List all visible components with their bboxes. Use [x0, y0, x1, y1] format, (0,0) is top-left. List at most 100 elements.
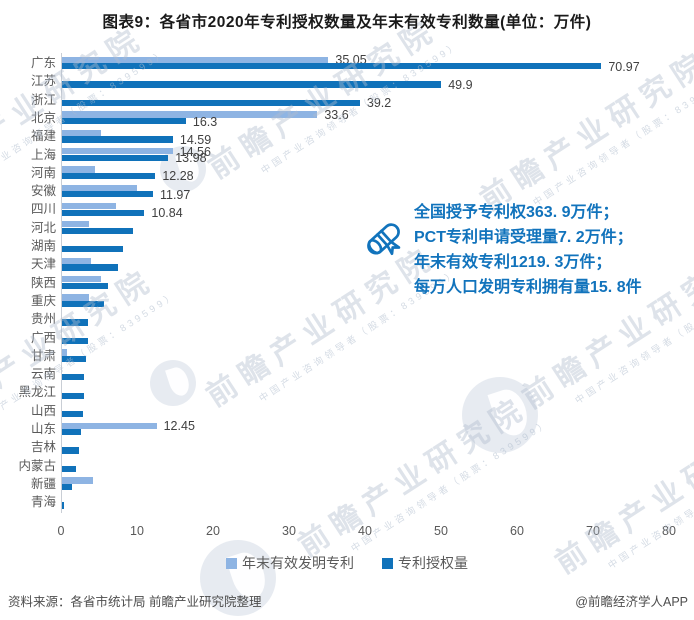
y-axis-label: 广西	[30, 330, 56, 345]
bar-granted-patents	[62, 99, 360, 106]
y-axis-label: 新疆	[30, 476, 56, 491]
bar-granted-patents	[62, 246, 123, 253]
x-axis-tick-label: 30	[282, 524, 296, 538]
bar-granted-patents	[62, 484, 72, 491]
credit-note: @前瞻经济学人APP	[575, 595, 688, 609]
legend-label: 年末有效发明专利	[242, 555, 354, 571]
y-axis-label: 四川	[30, 202, 56, 217]
y-axis-label: 山西	[30, 403, 56, 418]
bar-effective-patents	[62, 477, 94, 484]
bar-granted-patents	[62, 136, 173, 143]
bar-granted-patents	[62, 63, 602, 70]
y-axis-label: 河北	[30, 220, 56, 235]
annotation-line: PCT专利申请受理量7. 2万件；	[414, 229, 633, 246]
bar-value-label: 14.59	[179, 132, 212, 147]
y-axis-label: 内蒙古	[18, 458, 56, 473]
legend-swatch-dark-icon	[382, 557, 393, 569]
diploma-icon	[367, 223, 401, 256]
y-axis-line	[61, 53, 62, 513]
bar-granted-patents	[62, 154, 169, 161]
y-axis-label: 江苏	[30, 74, 56, 89]
bar-effective-patents	[62, 294, 89, 301]
y-axis-label: 浙江	[30, 92, 56, 107]
x-axis-tick-label: 0	[57, 524, 65, 538]
bar-effective-patents	[62, 184, 138, 191]
annotation-line: 全国授予专利权363. 9万件；	[414, 204, 619, 221]
bar-granted-patents	[62, 81, 442, 88]
y-axis-label: 安徽	[30, 184, 56, 199]
y-axis-label: 河南	[30, 165, 56, 180]
footer: 资料来源：各省市统计局 前瞻产业研究院整理 @前瞻经济学人APP	[8, 591, 688, 610]
x-axis-tick-label: 80	[662, 524, 676, 538]
y-axis-label: 甘肃	[30, 348, 56, 363]
bar-effective-patents	[62, 276, 101, 283]
bar-effective-patents	[62, 257, 91, 265]
legend-item-granted-patents: 专利授权量	[382, 553, 468, 573]
bar-value-label: 12.45	[163, 419, 195, 433]
bar-granted-patents	[62, 392, 85, 399]
y-axis-label: 上海	[30, 147, 56, 162]
y-axis-label: 吉林	[30, 440, 56, 455]
x-axis-tick-label: 40	[358, 524, 372, 538]
bar-effective-patents	[62, 202, 116, 210]
y-axis-label: 重庆	[30, 293, 56, 308]
y-axis-label: 天津	[30, 257, 56, 272]
bar-granted-patents	[62, 429, 81, 436]
bar-value-label: 10.84	[151, 206, 183, 220]
x-axis-tick-label: 60	[510, 524, 524, 538]
bar-granted-patents	[62, 264, 119, 271]
bar-value-label: 33.6	[324, 107, 349, 122]
legend-label: 专利授权量	[398, 555, 468, 571]
bar-effective-patents	[62, 349, 68, 356]
bar-value-label: 11.97	[159, 187, 191, 202]
bar-granted-patents	[62, 410, 84, 418]
bar-value-label: 12.28	[162, 169, 194, 184]
bar-effective-patents	[62, 129, 101, 136]
bar-effective-patents	[62, 221, 89, 228]
bar-granted-patents	[62, 172, 156, 180]
bar-value-label: 14.56	[179, 144, 211, 159]
bar-effective-patents	[62, 56, 329, 63]
y-axis-label: 黑龙江	[18, 385, 56, 400]
y-axis-label: 青海	[30, 495, 56, 510]
y-axis-label: 湖南	[30, 239, 56, 253]
source-note: 资料来源：各省市统计局 前瞻产业研究院整理	[8, 595, 262, 609]
bar-effective-patents	[62, 111, 318, 118]
y-axis-label: 陕西	[30, 275, 56, 290]
annotation-line: 每万人口发明专利拥有量15. 8件	[414, 279, 642, 296]
bar-granted-patents	[62, 374, 85, 381]
bar-effective-patents	[62, 148, 173, 155]
bar-granted-patents	[62, 301, 104, 308]
bar-granted-patents	[62, 502, 65, 509]
annotation-line: 年末有效专利1219. 3万件；	[414, 254, 612, 271]
bar-granted-patents	[62, 209, 145, 216]
y-axis-label: 广东	[30, 56, 56, 70]
bar-value-label: 39.2	[366, 96, 392, 111]
x-axis-tick-label: 70	[586, 524, 600, 538]
bar-value-label: 13.98	[175, 151, 207, 166]
bar-effective-patents	[62, 166, 96, 173]
bar-granted-patents	[62, 227, 133, 235]
legend: 年末有效发明专利 专利授权量	[0, 553, 694, 573]
legend-swatch-light-icon	[226, 557, 237, 569]
annotation-box: 全国授予专利权363. 9万件； PCT专利申请受理量7. 2万件； 年末有效专…	[360, 200, 692, 300]
bar-granted-patents	[62, 118, 186, 125]
annotation-text: 全国授予专利权363. 9万件； PCT专利申请受理量7. 2万件； 年末有效专…	[414, 200, 692, 300]
legend-item-effective-patents: 年末有效发明专利	[226, 553, 354, 573]
bar-value-label: 49.9	[448, 77, 473, 92]
bar-granted-patents	[62, 337, 88, 344]
chart-title: 图表9：各省市2020年专利授权数量及年末有效专利数量(单位：万件)	[102, 14, 592, 31]
bar-granted-patents	[62, 319, 88, 326]
y-axis-label: 贵州	[30, 312, 56, 327]
bar-granted-patents	[62, 191, 153, 198]
bar-effective-patents	[62, 422, 157, 429]
y-axis-label: 福建	[30, 129, 56, 144]
y-axis-label: 北京	[30, 110, 56, 125]
x-axis-tick-label: 20	[206, 524, 220, 538]
x-axis-tick-label: 50	[434, 524, 448, 538]
y-axis-label: 云南	[30, 367, 56, 382]
bar-granted-patents	[62, 465, 77, 472]
bar-granted-patents	[62, 447, 80, 454]
